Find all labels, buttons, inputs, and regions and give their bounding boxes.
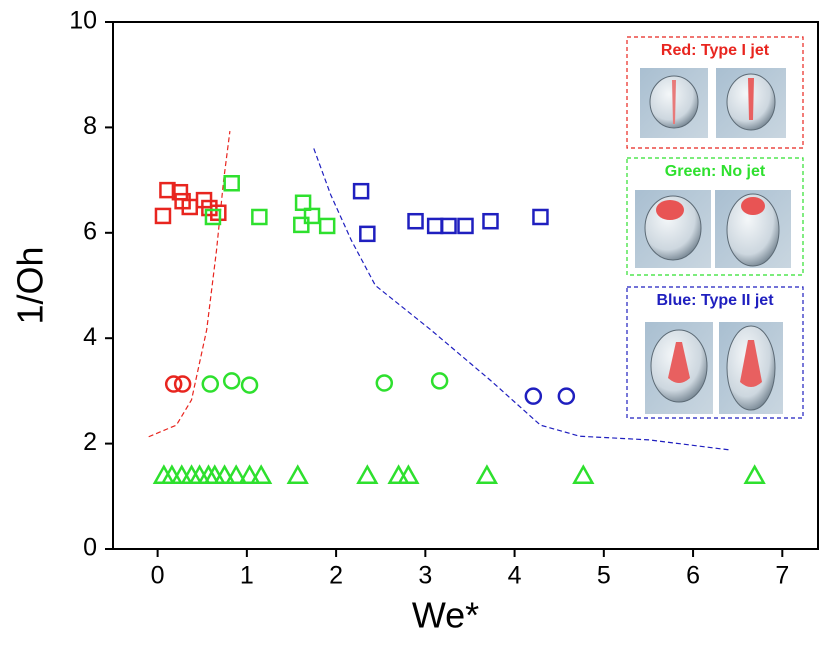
x-tick-label: 2: [329, 562, 343, 590]
circle-marker: [242, 378, 257, 393]
annotation-text: Green: No jet: [665, 163, 766, 180]
annotation-text: Blue: Type II jet: [656, 292, 774, 309]
triangle-marker: [478, 467, 496, 483]
y-tick-label: 4: [83, 323, 97, 351]
photo: [719, 322, 783, 414]
square-marker: [225, 176, 239, 190]
inset-photos: [635, 68, 791, 414]
x-tick-label: 6: [686, 562, 700, 590]
square-marker: [320, 219, 334, 233]
photo: [635, 190, 711, 268]
square-marker: [252, 210, 266, 224]
x-tick-label: 5: [597, 562, 611, 590]
y-axis-label: 1/Oh: [10, 246, 51, 324]
y-tick-label: 10: [69, 7, 97, 35]
x-tick-label: 7: [775, 562, 789, 590]
plot-frame: [113, 22, 818, 549]
square-marker: [360, 227, 374, 241]
photo: [715, 190, 791, 268]
circle-marker: [224, 373, 239, 388]
triangle-marker: [574, 467, 592, 483]
annotation-text: Red: Type I jet: [661, 42, 770, 59]
square-marker: [483, 214, 497, 228]
triangle-marker: [358, 467, 376, 483]
square-marker: [428, 219, 442, 233]
x-tick-label: 3: [418, 562, 432, 590]
circle-marker: [559, 389, 574, 404]
square-marker: [206, 210, 220, 224]
circle-marker: [377, 375, 392, 390]
boundary-line: [149, 131, 230, 437]
chart: 0 1 2 3 4 5 6 7 0 2 4 6 8 10 We* 1/Oh Red: Type I jet Gre…: [0, 0, 830, 648]
square-marker: [409, 214, 423, 228]
y-tick-label: 2: [83, 428, 97, 456]
square-marker: [156, 209, 170, 223]
y-tick-label: 8: [83, 112, 97, 140]
square-marker: [296, 196, 310, 210]
triangle-marker: [746, 467, 764, 483]
photo: [640, 68, 708, 138]
photo: [716, 68, 786, 138]
circle-marker: [203, 377, 218, 392]
y-tick-label: 6: [83, 217, 97, 245]
y-tick-label: 0: [83, 534, 97, 562]
square-marker: [211, 206, 225, 220]
square-marker: [354, 184, 368, 198]
circle-marker: [526, 389, 541, 404]
x-tick-label: 1: [240, 562, 254, 590]
circle-marker: [175, 377, 190, 392]
circle-marker: [432, 373, 447, 388]
triangle-marker: [289, 467, 307, 483]
x-tick-label: 0: [151, 562, 165, 590]
square-marker: [459, 219, 473, 233]
photo: [645, 322, 713, 414]
square-marker: [442, 219, 456, 233]
square-marker: [533, 210, 547, 224]
x-axis-label: We*: [412, 595, 479, 636]
x-tick-label: 4: [508, 562, 522, 590]
